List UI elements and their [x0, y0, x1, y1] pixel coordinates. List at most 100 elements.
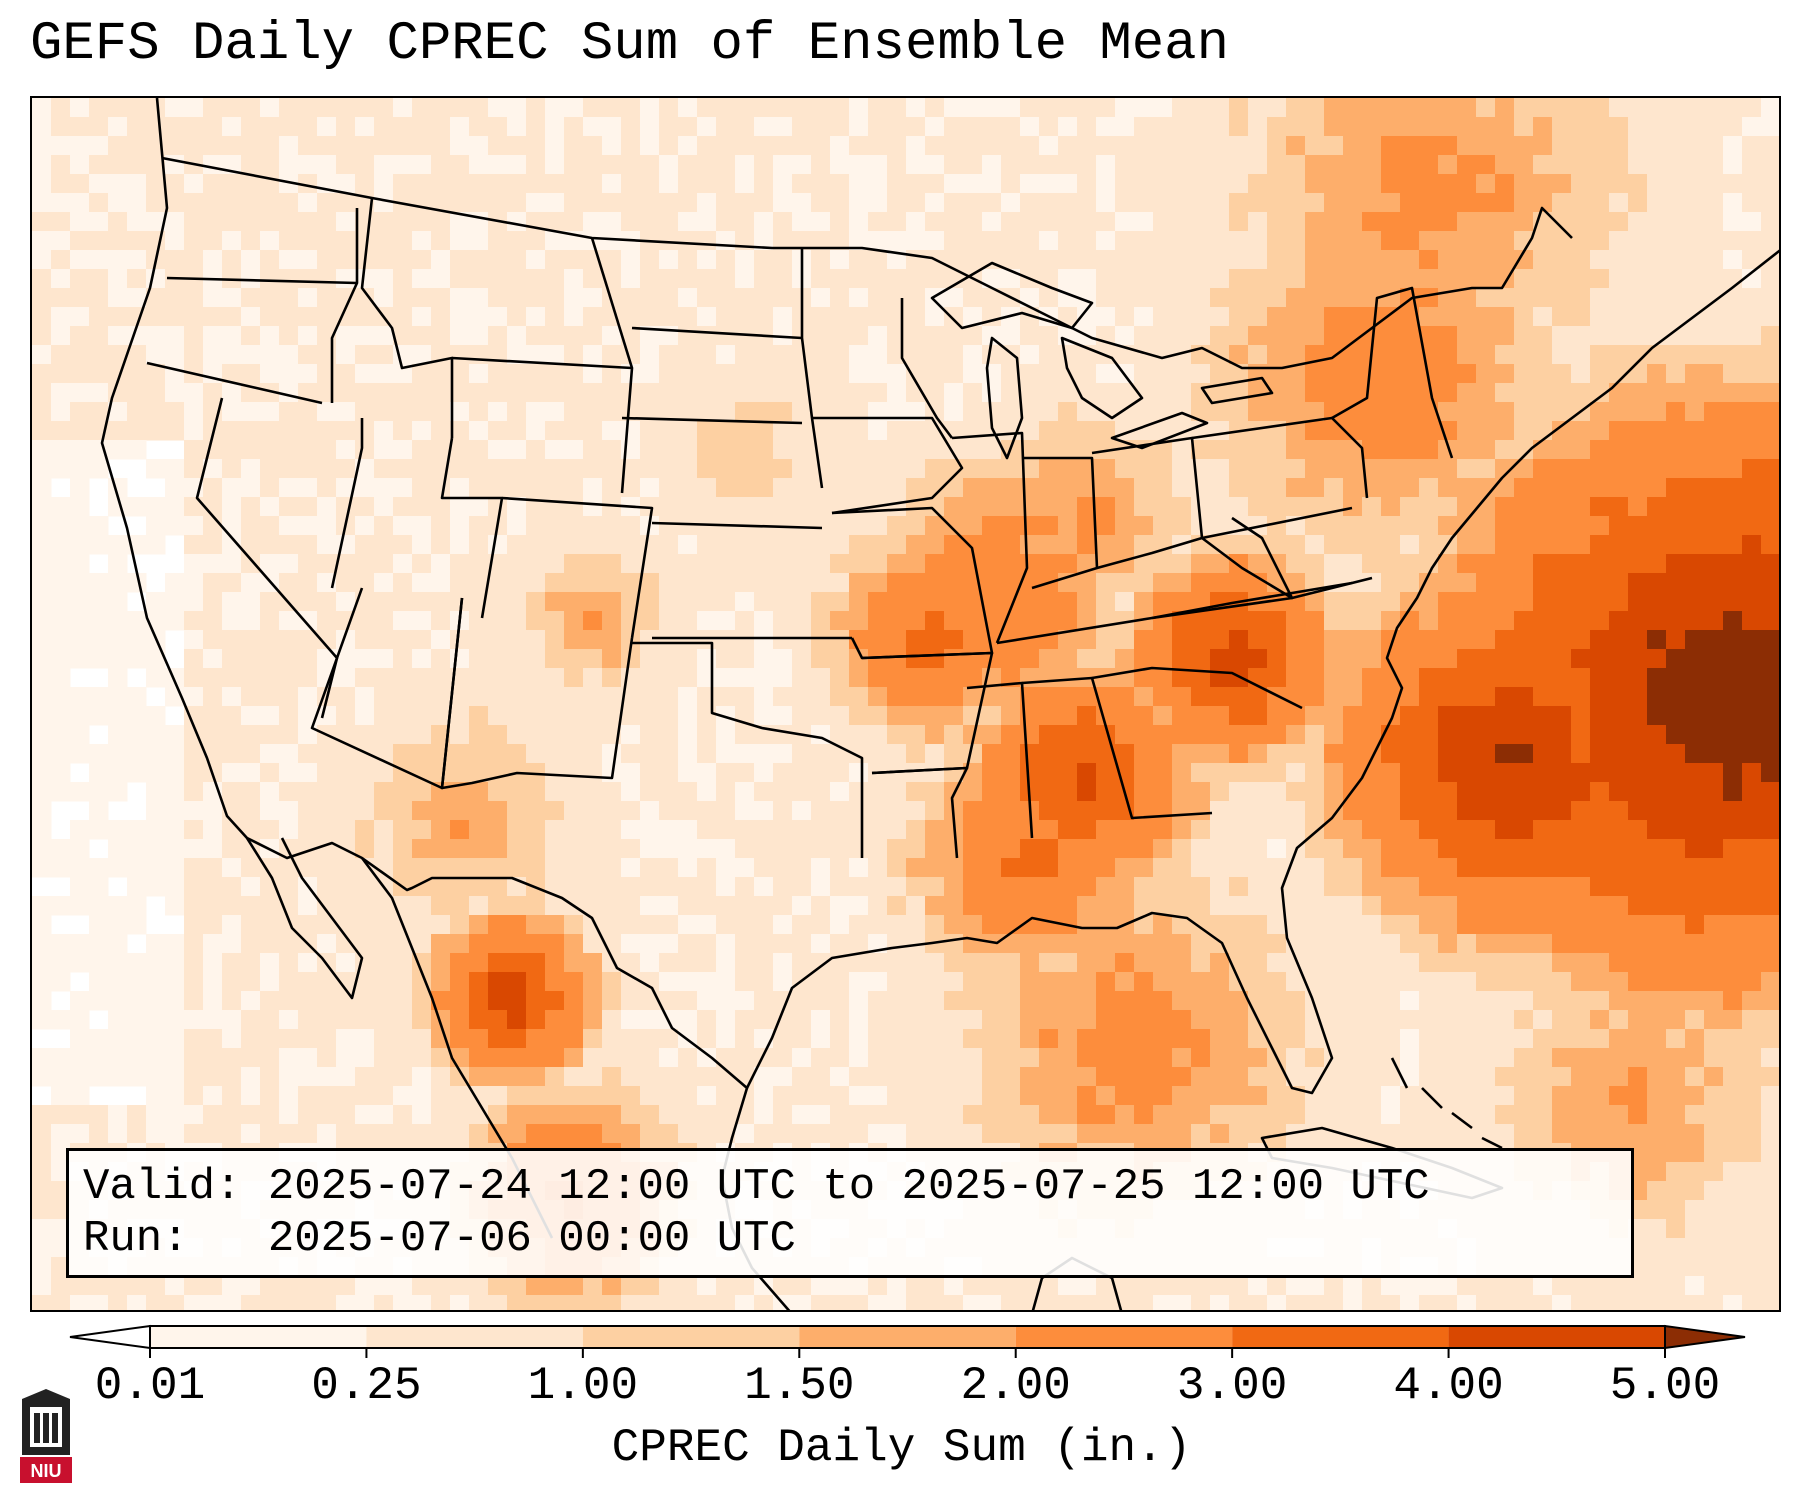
- precip-cell: [488, 383, 508, 403]
- precip-cell: [1457, 782, 1477, 802]
- precip-cell: [1134, 1067, 1154, 1087]
- precip-cell: [1647, 117, 1667, 137]
- precip-cell: [925, 630, 945, 650]
- precip-cell: [849, 478, 869, 498]
- precip-cell: [678, 1067, 698, 1087]
- precip-cell: [1552, 364, 1572, 384]
- precip-cell: [222, 839, 242, 859]
- precip-cell: [1666, 877, 1686, 897]
- precip-cell: [1761, 117, 1779, 137]
- precip-cell: [1058, 972, 1078, 992]
- precip-cell: [1552, 421, 1572, 441]
- precip-cell: [1381, 858, 1401, 878]
- precip-cell: [488, 592, 508, 612]
- precip-cell: [1533, 193, 1553, 213]
- precip-cell: [1647, 801, 1667, 821]
- precip-cell: [621, 98, 641, 118]
- precip-cell: [1153, 1010, 1173, 1030]
- precip-cell: [298, 1010, 318, 1030]
- precip-cell: [754, 877, 774, 897]
- precip-cell: [203, 155, 223, 175]
- precip-cell: [887, 288, 907, 308]
- precip-cell: [1761, 554, 1779, 574]
- precip-cell: [1704, 1029, 1724, 1049]
- precip-cell: [241, 478, 261, 498]
- precip-cell: [1400, 516, 1420, 536]
- precip-cell: [792, 1010, 812, 1030]
- precip-cell: [1153, 1067, 1173, 1087]
- map-panel[interactable]: [30, 96, 1781, 1312]
- precip-cell: [1476, 782, 1496, 802]
- precip-cell: [811, 155, 831, 175]
- precip-cell: [1666, 136, 1686, 156]
- precip-cell: [431, 915, 451, 935]
- precip-cell: [260, 193, 280, 213]
- precip-cell: [697, 117, 717, 137]
- precip-cell: [1723, 934, 1743, 954]
- precip-cell: [1666, 554, 1686, 574]
- precip-cell: [1001, 459, 1021, 479]
- precip-cell: [716, 820, 736, 840]
- precip-cell: [1305, 516, 1325, 536]
- precip-cell: [754, 991, 774, 1011]
- precip-cell: [1096, 839, 1116, 859]
- precip-cell: [1191, 763, 1211, 783]
- precip-cell: [678, 288, 698, 308]
- precip-cell: [1058, 1105, 1078, 1125]
- precip-cell: [697, 421, 717, 441]
- precip-cell: [108, 98, 128, 118]
- precip-cell: [1400, 117, 1420, 137]
- precip-cell: [260, 972, 280, 992]
- precip-cell: [70, 155, 90, 175]
- precip-cell: [1419, 744, 1439, 764]
- precip-cell: [488, 1029, 508, 1049]
- precip-cell: [336, 497, 356, 517]
- precip-cell: [545, 763, 565, 783]
- precip-cell: [1020, 687, 1040, 707]
- precip-cell: [716, 611, 736, 631]
- precip-cell: [469, 801, 489, 821]
- precip-cell: [260, 516, 280, 536]
- precip-cell: [1723, 1048, 1743, 1068]
- precip-cell: [1362, 611, 1382, 631]
- precip-cell: [1001, 535, 1021, 555]
- precip-cell: [1191, 649, 1211, 669]
- precip-cell: [1324, 934, 1344, 954]
- precip-cell: [1343, 877, 1363, 897]
- precip-cell: [735, 630, 755, 650]
- precip-cell: [1343, 193, 1363, 213]
- precip-cell: [89, 269, 109, 289]
- precip-cell: [1590, 1086, 1610, 1106]
- precip-cell: [678, 402, 698, 422]
- precip-cell: [868, 839, 888, 859]
- precip-cell: [1134, 573, 1154, 593]
- precip-cell: [1552, 193, 1572, 213]
- precip-cell: [545, 174, 565, 194]
- precip-cell: [1134, 535, 1154, 555]
- precip-cell: [1229, 573, 1249, 593]
- precip-cell: [1077, 1086, 1097, 1106]
- precip-cell: [1495, 858, 1515, 878]
- precip-cell: [906, 193, 926, 213]
- precip-cell: [89, 212, 109, 232]
- precip-cell: [1324, 193, 1344, 213]
- precip-cell: [1305, 231, 1325, 251]
- precip-cell: [1571, 706, 1591, 726]
- precip-cell: [1115, 649, 1135, 669]
- precip-cell: [374, 212, 394, 232]
- precip-cell: [1761, 611, 1779, 631]
- precip-cell: [1191, 98, 1211, 118]
- precip-cell: [1115, 516, 1135, 536]
- precip-cell: [1476, 573, 1496, 593]
- precip-cell: [222, 744, 242, 764]
- precip-cell: [754, 820, 774, 840]
- precip-cell: [450, 383, 470, 403]
- precip-cell: [336, 421, 356, 441]
- precip-cell: [1438, 174, 1458, 194]
- precip-cell: [678, 687, 698, 707]
- precip-cell: [32, 459, 52, 479]
- precip-cell: [1248, 877, 1268, 897]
- precip-cell: [1077, 801, 1097, 821]
- precip-cell: [260, 630, 280, 650]
- precip-cell: [146, 402, 166, 422]
